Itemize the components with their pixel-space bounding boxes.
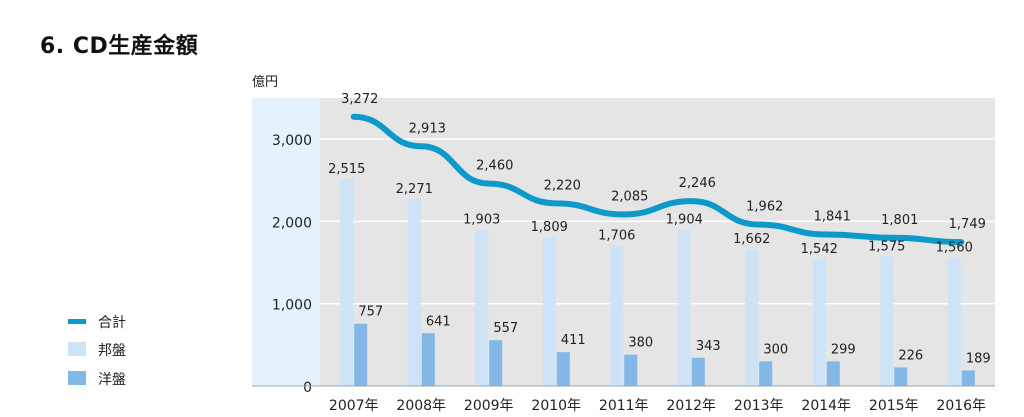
bar-hoban	[475, 229, 489, 386]
y-tick-label: 2,000	[272, 215, 312, 231]
bar-hoban	[812, 259, 826, 386]
total-line	[350, 113, 965, 246]
bar-data-label: 411	[561, 333, 586, 348]
bar-hoban	[542, 237, 556, 386]
legend-label: 邦盤	[98, 343, 126, 359]
bar-yoban	[826, 361, 840, 386]
total-data-label: 2,913	[409, 121, 446, 136]
bar-data-label: 1,809	[531, 220, 568, 235]
bar-yoban	[354, 323, 368, 386]
total-data-label: 1,749	[949, 217, 986, 232]
x-tick-label: 2013年	[734, 398, 784, 414]
bar-data-label: 1,542	[801, 242, 838, 257]
total-data-label: 1,801	[881, 213, 918, 228]
x-tick-label: 2016年	[936, 398, 986, 414]
legend-swatch-total	[68, 319, 86, 324]
x-tick-label: 2015年	[869, 398, 919, 414]
legend-swatch-hoban	[68, 342, 86, 356]
bar-hoban	[745, 249, 759, 386]
bar-data-label: 1,904	[666, 212, 703, 227]
total-data-label: 1,841	[814, 210, 851, 225]
bar-data-label: 226	[898, 348, 923, 363]
bar-data-label: 1,560	[936, 241, 973, 256]
legend-label: 洋盤	[98, 372, 126, 388]
x-tick-label: 2007年	[329, 398, 379, 414]
bar-hoban	[407, 199, 421, 386]
bar-yoban	[759, 361, 773, 386]
total-data-label: 3,272	[341, 92, 378, 107]
total-data-label: 2,220	[544, 178, 581, 193]
x-tick-label: 2008年	[396, 398, 446, 414]
bar-data-label: 380	[628, 336, 653, 351]
total-data-label: 2,246	[679, 176, 716, 191]
legend-label: 合計	[98, 315, 126, 331]
chart-title: 6. CD生産金額	[40, 34, 199, 59]
bar-data-label: 189	[966, 351, 991, 366]
bar-yoban	[421, 333, 435, 386]
bar-data-label: 1,903	[463, 212, 500, 227]
bar-data-label: 1,575	[868, 239, 905, 254]
bar-yoban	[556, 352, 570, 386]
x-tick-label: 2014年	[801, 398, 851, 414]
total-data-label: 1,962	[746, 200, 783, 215]
bar-data-label: 1,662	[733, 232, 770, 247]
bar-data-label: 2,271	[396, 182, 433, 197]
bar-hoban	[677, 229, 691, 386]
bar-yoban	[961, 370, 975, 386]
bar-data-label: 1,706	[598, 229, 635, 244]
x-tick-label: 2011年	[599, 398, 649, 414]
x-tick-label: 2010年	[531, 398, 581, 414]
bar-data-label: 641	[426, 314, 451, 329]
bar-yoban	[489, 340, 503, 386]
bar-hoban	[340, 179, 354, 386]
bar-data-label: 299	[831, 342, 856, 357]
bar-hoban	[610, 245, 624, 386]
y-tick-label: 3,000	[272, 133, 312, 149]
axis-panel	[252, 98, 320, 386]
bar-yoban	[894, 367, 908, 386]
bar-hoban	[947, 257, 961, 386]
bar-yoban	[624, 354, 638, 386]
total-data-label: 2,085	[611, 189, 648, 204]
bar-yoban	[691, 357, 705, 386]
y-tick-label: 0	[303, 380, 312, 396]
y-axis-unit-label: 億円	[252, 74, 278, 90]
y-tick-label: 1,000	[272, 298, 312, 314]
x-tick-label: 2009年	[464, 398, 514, 414]
bar-data-label: 2,515	[328, 162, 365, 177]
bar-data-label: 757	[358, 305, 383, 320]
total-data-label: 2,460	[476, 159, 513, 174]
legend-swatch-yoban	[68, 371, 86, 385]
bar-data-label: 343	[696, 339, 721, 354]
bar-hoban	[880, 256, 894, 386]
bar-data-label: 300	[763, 342, 788, 357]
x-tick-label: 2012年	[666, 398, 716, 414]
bar-data-label: 557	[493, 321, 518, 336]
